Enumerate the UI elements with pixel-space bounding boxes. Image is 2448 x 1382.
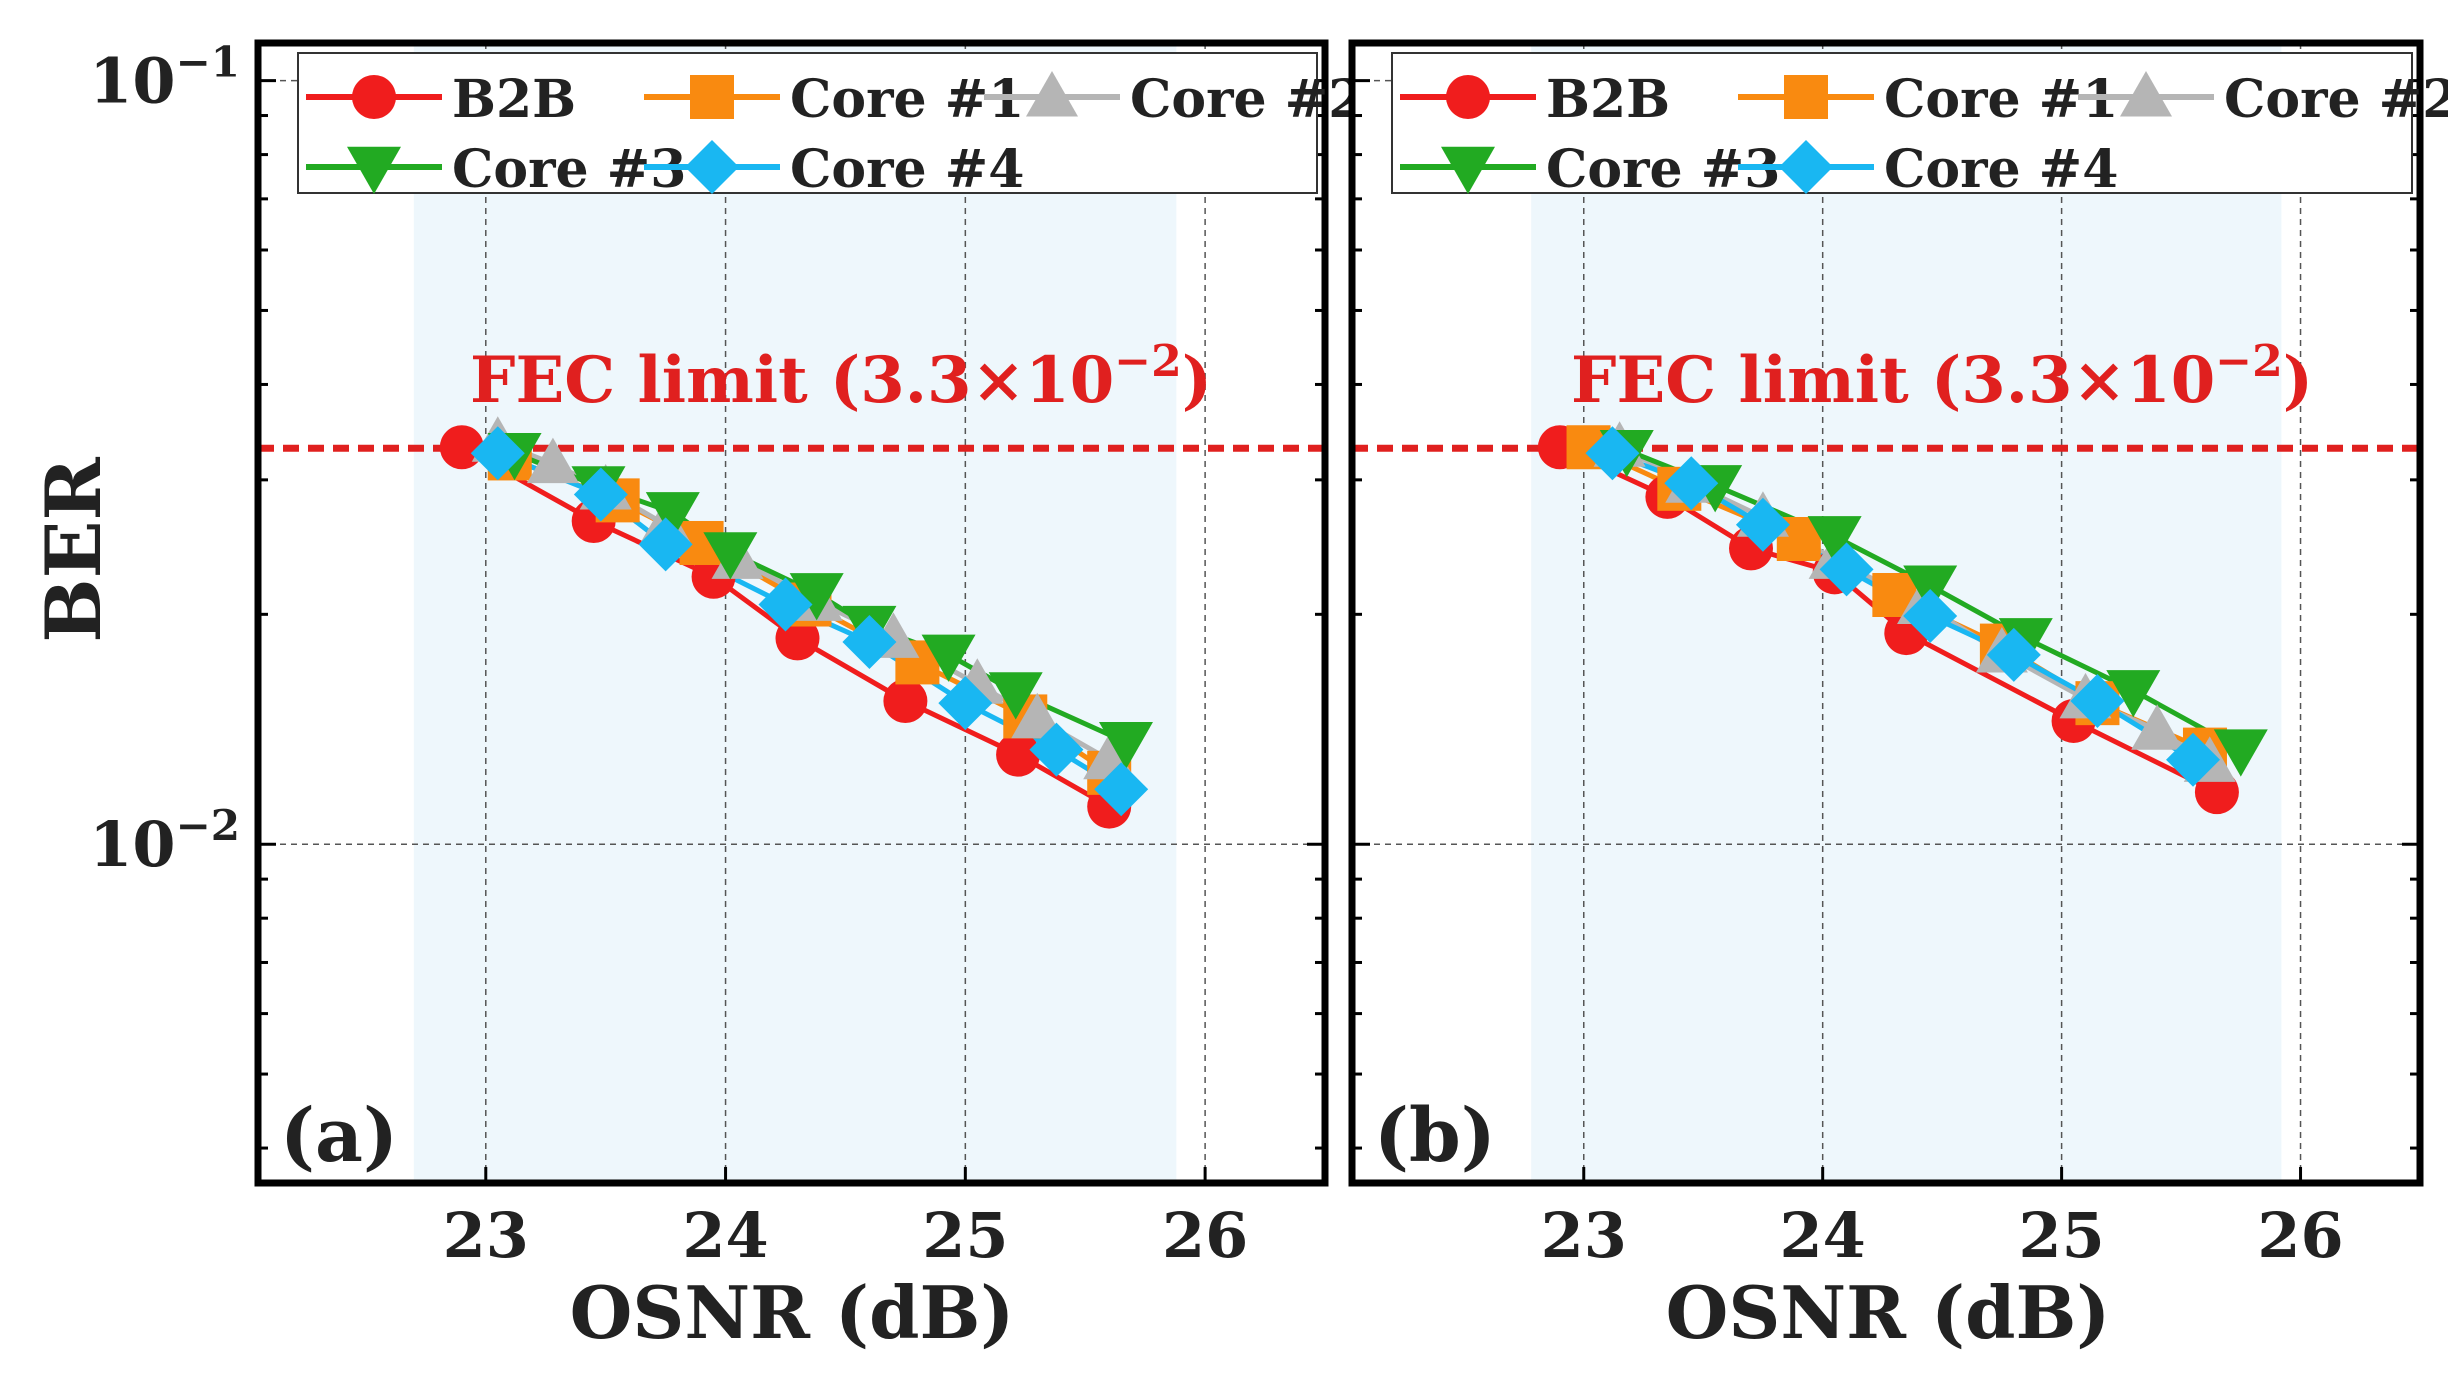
data-point-core-4 — [938, 676, 993, 731]
x-axis-label-b: OSNR (dB) — [1666, 1270, 2111, 1355]
y-tick-label: 10−2 — [89, 801, 240, 881]
fec-label-close: ) — [1182, 343, 1212, 418]
fec-limit-label: FEC limit (3.3×10−2) — [1571, 336, 2313, 418]
legend-marker-core-2 — [2120, 71, 2172, 117]
data-point-core-3 — [1098, 721, 1153, 770]
legend-label-core-2: Core #2 — [1130, 69, 1364, 130]
data-point-core-3 — [988, 672, 1043, 720]
y-tick-exponent: −2 — [176, 801, 240, 850]
data-point-core-4 — [638, 517, 693, 572]
x-tick-label: 23 — [443, 1199, 529, 1272]
data-point-core-3 — [2106, 670, 2161, 718]
data-point-core-2 — [2131, 704, 2184, 750]
axes-frame — [254, 39, 1329, 1187]
legend-label-core-4: Core #4 — [790, 139, 1024, 200]
data-point-core-4 — [1029, 722, 1084, 777]
fec-label-exponent: −2 — [2215, 336, 2282, 387]
data-point-core-4 — [1903, 588, 1958, 643]
data-point-core-4 — [842, 614, 897, 669]
panel-label: (b) — [1374, 1093, 1496, 1179]
data-point-core-4 — [758, 577, 813, 632]
data-point-core-4 — [573, 467, 628, 522]
data-point-b2b — [996, 732, 1041, 777]
data-point-core-3 — [645, 492, 700, 540]
data-point-core-4 — [1986, 627, 2041, 682]
data-point-core-3 — [1807, 516, 1862, 564]
y-axis-label: BER — [29, 457, 118, 643]
data-point-core-3 — [2213, 729, 2268, 777]
axes-frame — [1348, 39, 2424, 1187]
legend-marker-core-4 — [685, 140, 739, 194]
legend-box — [297, 52, 1318, 194]
legend-marker-core-2 — [1026, 71, 1078, 117]
x-tick-label: 25 — [2018, 1199, 2104, 1272]
y-tick-exponent: −1 — [176, 38, 240, 87]
x-tick-label: 26 — [2257, 1199, 2343, 1272]
data-point-core-3 — [703, 532, 758, 580]
data-point-b2b — [439, 425, 484, 470]
data-point-core-3 — [789, 573, 844, 621]
legend-marker-b2b — [1446, 75, 1490, 119]
legend-box — [1391, 52, 2413, 194]
legend-marker-core-1 — [690, 75, 734, 119]
x-tick-label: 24 — [682, 1199, 768, 1272]
x-tick-label: 26 — [1162, 1199, 1248, 1272]
data-point-core-3 — [921, 634, 976, 682]
fec-label-close: ) — [2283, 343, 2313, 418]
legend-label-b2b: B2B — [452, 69, 576, 130]
data-point-core-2 — [526, 437, 579, 484]
legend-label-core-4: Core #4 — [1884, 139, 2118, 200]
data-point-core-4 — [1585, 426, 1640, 481]
data-point-core-4 — [470, 426, 525, 481]
data-point-core-4 — [1094, 762, 1149, 817]
panel-label: (a) — [280, 1093, 398, 1179]
fec-label-text: FEC limit (3.3×10 — [470, 343, 1114, 418]
data-point-core-4 — [1819, 542, 1874, 597]
x-tick-label: 25 — [922, 1199, 1008, 1272]
data-point-core-4 — [1664, 456, 1719, 511]
legend-marker-b2b — [352, 75, 396, 119]
legend-label-core-2: Core #2 — [2224, 69, 2448, 130]
data-point-core-4 — [2166, 732, 2221, 787]
x-axis-label-a: OSNR (dB) — [570, 1270, 1015, 1355]
legend-marker-core-3 — [1441, 146, 1495, 194]
legend-marker-core-3 — [347, 146, 401, 194]
fec-limit-label: FEC limit (3.3×10−2) — [470, 336, 1212, 418]
y-tick-base: 10 — [89, 808, 175, 881]
x-tick-label: 23 — [1541, 1199, 1627, 1272]
fec-label-exponent: −2 — [1114, 336, 1181, 387]
data-point-core-2 — [1011, 692, 1064, 739]
data-point-core-4 — [2070, 673, 2125, 728]
x-tick-label: 24 — [1780, 1199, 1866, 1272]
data-point-b2b — [883, 678, 928, 723]
fec-label-text: FEC limit (3.3×10 — [1571, 343, 2215, 418]
legend-marker-core-1 — [1784, 75, 1828, 119]
legend-label-b2b: B2B — [1546, 69, 1670, 130]
data-point-core-4 — [1735, 497, 1790, 552]
y-tick-label: 10−1 — [89, 38, 240, 118]
y-tick-base: 10 — [89, 45, 175, 118]
legend-marker-core-4 — [1779, 140, 1833, 194]
